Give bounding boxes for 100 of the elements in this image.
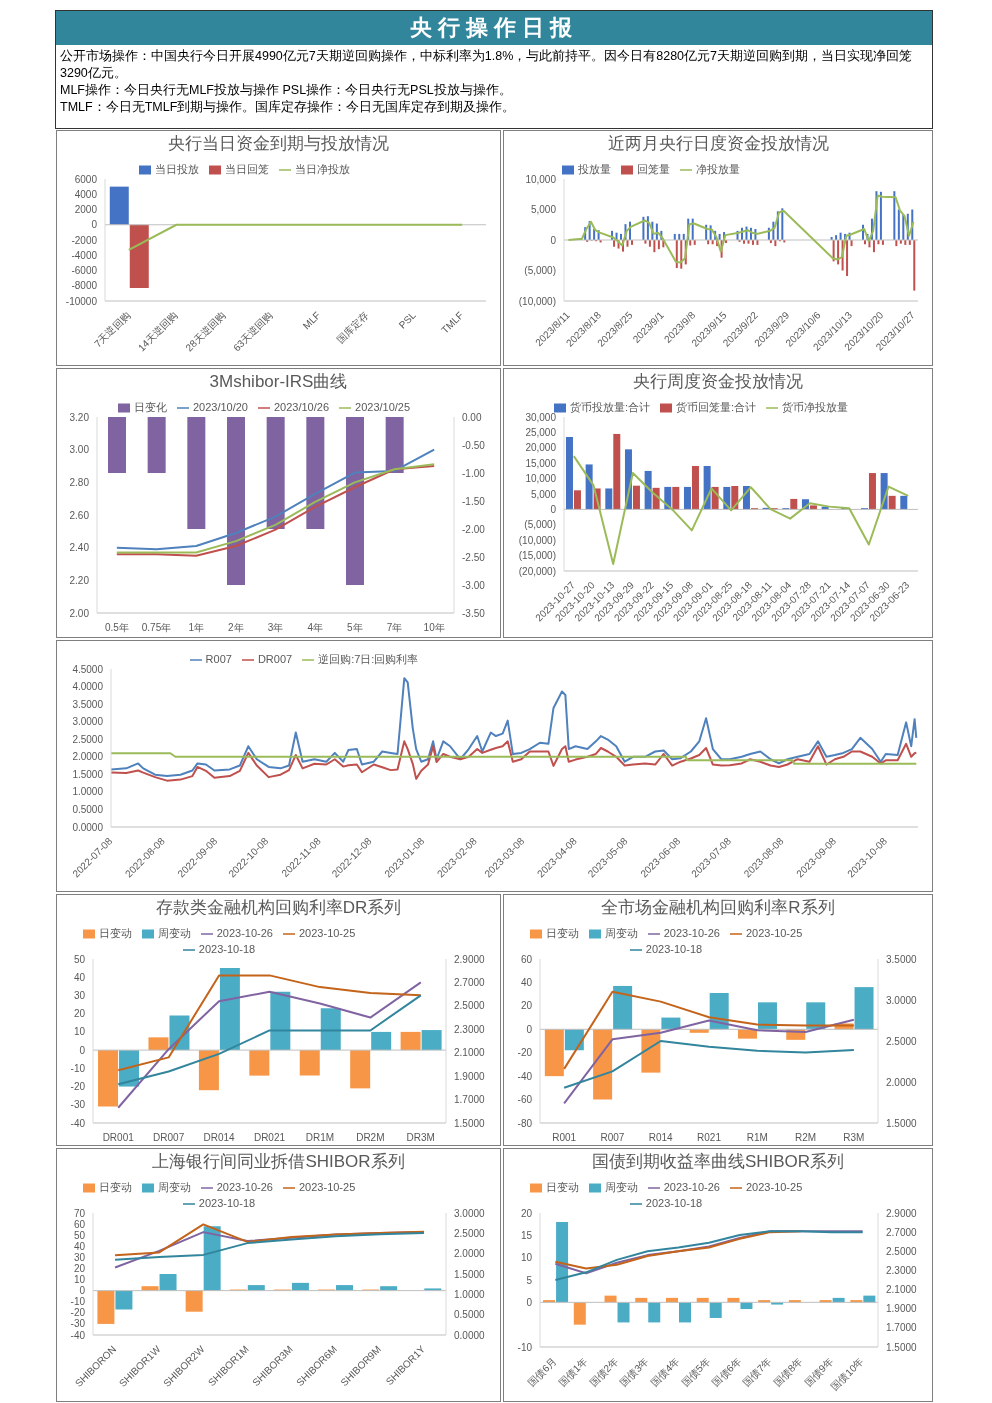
y-tick-label: -60 xyxy=(517,1094,533,1106)
legend-label: 2023-10-18 xyxy=(198,943,256,955)
legend-label: 周变动 xyxy=(157,927,191,939)
y-tick-label: 50 xyxy=(73,1229,86,1241)
legend-label: 2023-10-25 xyxy=(746,927,803,939)
chart-title: 近两月央行日度资金投放情况 xyxy=(606,133,830,155)
y-tick-label: 2.40 xyxy=(69,542,90,554)
y-tick-label: 15,000 xyxy=(525,457,557,469)
y-tick-label: -20 xyxy=(70,1081,86,1093)
legend-label: 日变动 xyxy=(545,927,579,939)
y-tick-label: 30 xyxy=(73,989,86,1001)
y2-tick-label: -1.00 xyxy=(462,467,486,479)
y-tick-label: 1.5000 xyxy=(72,768,104,780)
y-tick-label: 0 xyxy=(526,1296,533,1308)
y2-tick-label: 3.0000 xyxy=(886,994,918,1006)
y-tick-label: (10,000) xyxy=(518,534,556,546)
x-tick-label: DR2M xyxy=(356,1132,385,1143)
y-tick-label: -10 xyxy=(70,1296,86,1308)
y-tick-label: 0 xyxy=(79,1285,86,1297)
y-tick-label: -10000 xyxy=(65,295,98,307)
x-tick-label: 0.75年 xyxy=(141,622,172,633)
x-tick-label: 1年 xyxy=(188,622,204,633)
chart-title: 央行当日资金到期与投放情况 xyxy=(167,133,390,155)
legend-label: 2023-10-18 xyxy=(198,1197,256,1209)
y-tick-label: -4000 xyxy=(71,249,98,261)
x-tick-label: 国债4年 xyxy=(648,1355,682,1389)
y2-tick-label: 0.0000 xyxy=(454,1329,486,1341)
y-tick-label: -40 xyxy=(70,1117,86,1129)
y-tick-label: -80 xyxy=(517,1117,533,1129)
x-tick-label: DR007 xyxy=(153,1132,185,1143)
chart-title: 国债到期收益率曲线SHIBOR系列 xyxy=(590,1151,846,1173)
text: MLF操作：今日央行无MLF投放与操作 PSL操作：今日央行无PSL投放与操作。 xyxy=(60,82,513,99)
y2-tick-label: -3.50 xyxy=(462,607,486,619)
y2-tick-label: -3.00 xyxy=(462,579,486,591)
legend-label: 当日净投放 xyxy=(294,163,350,175)
legend-label: 日变动 xyxy=(98,927,132,939)
chart-title: 全市场金融机构回购利率R系列 xyxy=(600,897,836,919)
x-tick-label: R2M xyxy=(795,1132,817,1143)
y-tick-label: 40 xyxy=(520,976,533,988)
y-tick-label: 5,000 xyxy=(530,488,557,500)
x-tick-label: R007 xyxy=(600,1132,625,1143)
y-tick-label: -20 xyxy=(517,1047,533,1059)
x-tick-label: R3M xyxy=(843,1132,865,1143)
legend-label: 货币净投放量 xyxy=(782,401,849,413)
x-tick-label: 2年 xyxy=(228,622,244,633)
y-tick-label: 3.20 xyxy=(69,411,90,423)
y2-tick-label: 2.1000 xyxy=(454,1047,486,1059)
y-tick-label: -10 xyxy=(517,1341,533,1353)
legend-label: 逆回购:7日:回购利率 xyxy=(318,653,419,665)
y-tick-label: 0 xyxy=(79,1044,86,1056)
y-tick-label: 4.5000 xyxy=(72,663,104,675)
y-tick-label: -2000 xyxy=(71,234,98,246)
y2-tick-label: 3.0000 xyxy=(454,1207,486,1219)
y-tick-label: 0.0000 xyxy=(72,821,104,833)
x-tick-label: 7年 xyxy=(386,622,403,633)
x-tick-label: 国债6月 xyxy=(525,1355,559,1389)
y-tick-label: (5,000) xyxy=(524,265,556,277)
y-tick-label: (5,000) xyxy=(524,519,556,531)
y-tick-label: 30 xyxy=(73,1251,86,1263)
y2-tick-label: 2.1000 xyxy=(886,1284,918,1296)
y-tick-label: 2000 xyxy=(74,204,98,216)
y-tick-label: -30 xyxy=(70,1099,86,1111)
y-tick-label: 25,000 xyxy=(525,426,557,438)
y-tick-label: (20,000) xyxy=(518,565,556,577)
y-tick-label: 3.0000 xyxy=(72,716,104,728)
x-tick-label: R1M xyxy=(746,1132,768,1143)
y-tick-label: -30 xyxy=(70,1318,86,1330)
y2-tick-label: 1.9000 xyxy=(454,1070,486,1082)
y2-tick-label: -2.00 xyxy=(462,523,486,535)
y2-tick-label: 3.5000 xyxy=(886,953,918,965)
x-tick-label: R014 xyxy=(648,1132,674,1143)
legend-label: 2023-10-25 xyxy=(299,1181,356,1193)
text: 央行操作日报 xyxy=(56,11,932,45)
legend-label: DR007 xyxy=(257,653,293,665)
y2-tick-label: 1.7000 xyxy=(886,1322,918,1334)
x-tick-label: 国债1年 xyxy=(556,1355,590,1389)
x-tick-label: 国债7年 xyxy=(740,1355,774,1389)
x-tick-label: 0.5年 xyxy=(104,622,129,633)
y-tick-label: 2.00 xyxy=(69,607,90,619)
y-tick-label: 20 xyxy=(520,1000,533,1012)
x-tick-label: 4年 xyxy=(307,622,323,633)
legend-label: 日变动 xyxy=(98,1181,132,1193)
legend-label: 周变动 xyxy=(157,1181,191,1193)
legend-label: 净投放量 xyxy=(696,163,740,175)
y-tick-label: 20 xyxy=(73,1263,86,1274)
y-tick-label: 20 xyxy=(73,1008,86,1020)
x-tick-label: 国库定存 xyxy=(334,309,371,346)
x-tick-label: DR3M xyxy=(406,1132,435,1143)
y2-tick-label: -2.50 xyxy=(462,551,486,563)
y2-tick-label: 2.7000 xyxy=(886,1226,918,1238)
y2-tick-label: 2.0000 xyxy=(886,1076,918,1088)
x-tick-label: R001 xyxy=(552,1132,577,1143)
legend-label: 投放量 xyxy=(578,163,611,175)
y-tick-label: -40 xyxy=(517,1070,533,1082)
chart-title: 上海银行间同业拆借SHIBOR系列 xyxy=(151,1151,406,1173)
y-tick-label: 40 xyxy=(73,971,86,983)
x-tick-label: DR1M xyxy=(305,1132,335,1143)
y-tick-label: 40 xyxy=(73,1240,86,1252)
y-tick-label: 0.5000 xyxy=(72,803,104,815)
y-tick-label: 30,000 xyxy=(525,411,557,423)
